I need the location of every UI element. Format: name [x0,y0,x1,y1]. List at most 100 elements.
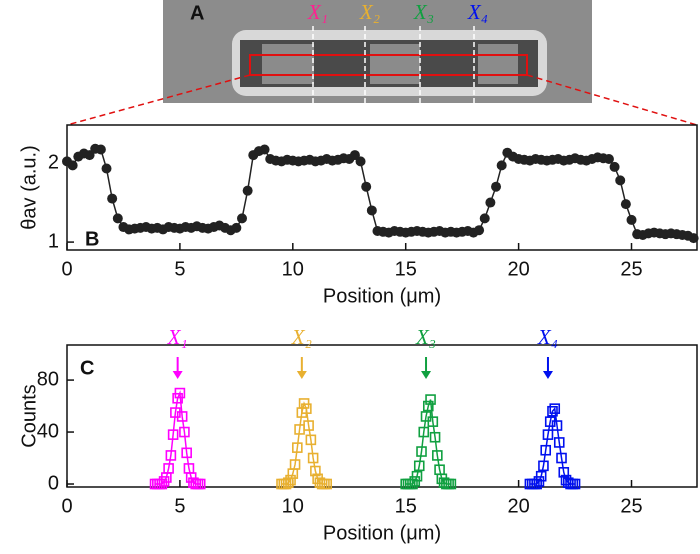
marker-arrowhead [421,371,432,379]
data-point [413,460,425,472]
y-tick-label: 40 [37,420,59,442]
y-axis-label: θav (a.u.) [18,145,40,229]
data-point [615,175,626,186]
data-point [411,470,423,482]
data-point [179,426,190,438]
data-point [321,478,332,490]
data-point [165,450,177,461]
marker-label: X₁ [167,325,188,349]
zoom-line [66,74,251,126]
data-point [107,193,118,204]
x-tick-label: 0 [61,495,72,517]
data-point [307,452,319,464]
data-point [285,474,296,486]
marker-arrowhead [172,371,183,379]
marker-label: X₃ [413,0,434,24]
y-tick-label: 1 [48,230,59,252]
data-point [538,460,549,472]
data-point [416,446,427,457]
data-point [237,213,247,224]
data-point [432,450,443,461]
x-tick-label: 5 [174,495,185,517]
domain [478,44,518,84]
marker-label: X₁ [307,0,328,24]
marker-label: X₄ [467,0,488,24]
y-tick-label: 2 [48,151,59,173]
data-point [174,387,186,399]
data-point [67,160,78,171]
data-point [422,400,434,412]
marker-arrowhead [542,371,553,379]
data-point [259,144,270,155]
data-point [553,437,565,448]
data-point [366,205,377,216]
x-tick-label: 15 [395,495,417,517]
data-point [535,470,547,482]
data-point [301,403,312,414]
data-point [176,411,188,422]
data-point [688,233,699,244]
data-point [355,156,366,167]
data-point [112,213,123,224]
data-point [181,447,192,459]
x-tick-label: 0 [61,258,72,280]
panel-label: C [80,357,94,379]
data-point [101,163,112,174]
x-axis-label: Position (μm) [323,522,441,544]
data-point [167,429,179,440]
x-tick-label: 15 [395,258,417,280]
x-tick-label: 5 [174,258,185,280]
data-point [305,434,317,446]
domain [262,44,314,84]
data-point [547,405,558,417]
marker-label: X₂ [359,0,380,24]
x-tick-label: 20 [507,495,529,517]
panel-label: A [190,2,204,24]
data-point [620,199,631,210]
y-axis-label: Counts [18,384,40,447]
y-tick-label: 80 [37,368,59,390]
data-point [496,160,507,171]
x-tick-label: 10 [282,495,304,517]
data-point [569,478,581,490]
data-point [231,222,242,233]
x-axis-label: Position (μm) [323,285,441,307]
x-tick-label: 20 [507,258,529,280]
data-point [163,463,174,474]
data-point [445,478,457,490]
data-point [425,394,436,405]
data-point [95,144,106,155]
data-point [361,181,372,192]
marker-arrowhead [296,371,307,379]
data-point [603,154,614,165]
data-point [542,429,554,440]
data-point [310,465,321,477]
data-point [194,478,206,490]
data-point [289,459,301,470]
image-panel: A X₁ X₂ X₃ X₄ [66,0,698,126]
plot-frame [66,124,698,251]
data-point [549,403,561,414]
data-point [551,420,563,431]
x-tick-label: 25 [620,258,642,280]
data-point [242,185,253,196]
marker-label: X₂ [291,325,312,349]
data-point [609,161,620,172]
roi-box [249,54,528,76]
marker-label: X₃ [415,325,436,349]
data-point [418,426,430,438]
data-point [558,467,570,478]
data-point [479,213,490,224]
domain [370,44,420,84]
y-tick-label: 0 [48,472,59,494]
data-point [474,225,485,236]
marker-label: X₄ [537,325,558,349]
data-point [491,181,502,192]
panel-label: B [85,228,99,250]
data-point [292,442,303,453]
x-tick-label: 10 [282,258,304,280]
data-point [303,420,314,431]
data-point [626,214,637,225]
data-point [540,444,552,456]
